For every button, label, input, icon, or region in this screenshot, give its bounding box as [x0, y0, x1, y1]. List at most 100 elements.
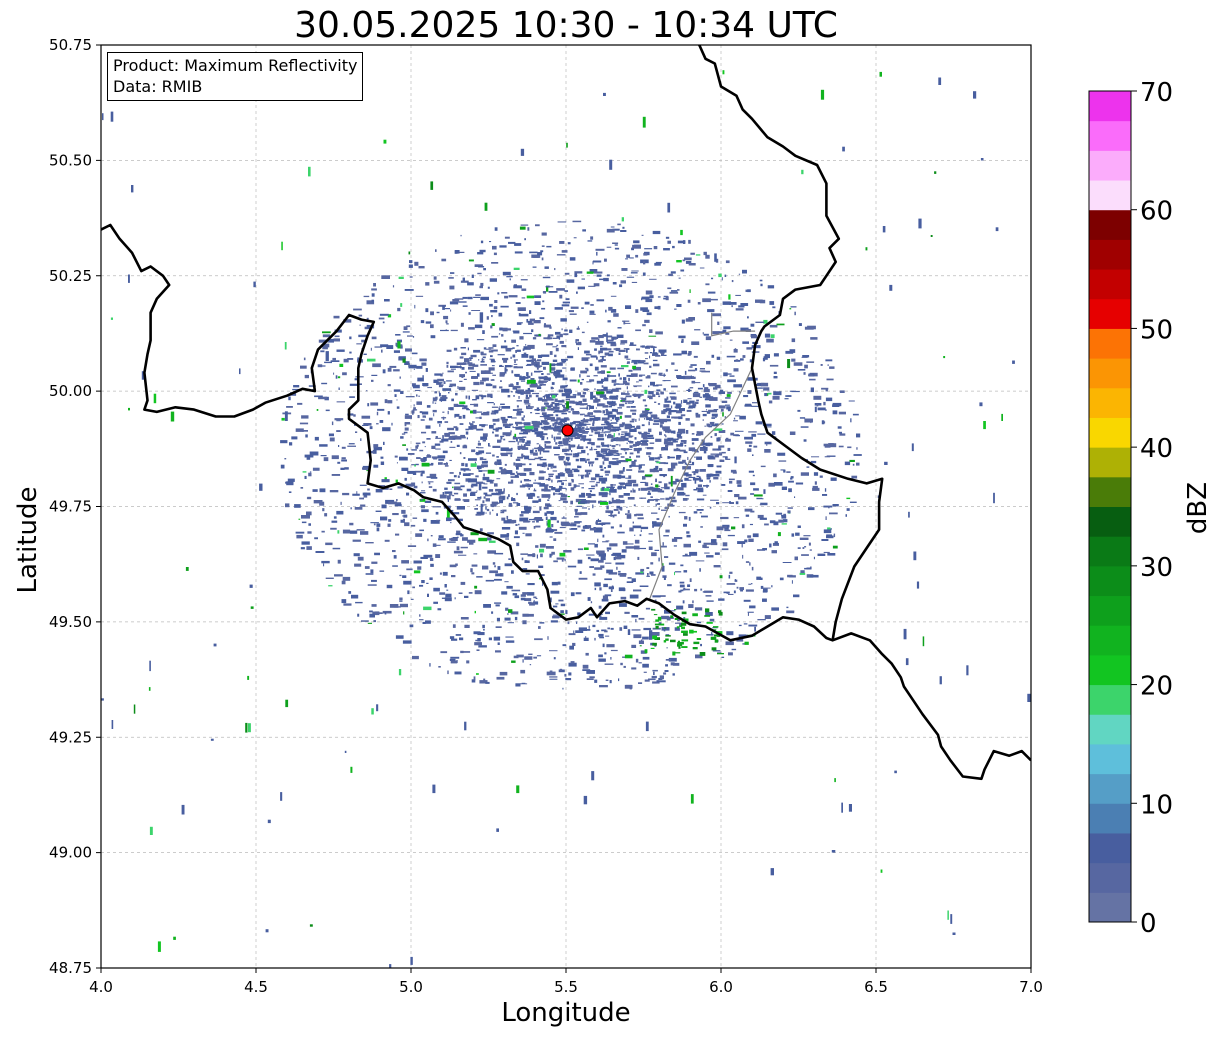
region-border — [649, 367, 753, 600]
echo-cell — [314, 436, 319, 441]
echo-cell — [488, 443, 490, 447]
echo-cell — [658, 418, 668, 423]
echo-cell — [709, 421, 715, 425]
echo-cell — [707, 455, 710, 460]
echo-cell — [714, 433, 717, 437]
echo-cell — [438, 384, 443, 388]
echo-cell — [505, 348, 512, 352]
echo-cell — [664, 507, 669, 509]
echo-cell — [599, 278, 608, 281]
echo-cell — [591, 430, 594, 433]
echo-cell — [713, 565, 721, 568]
echo-cell — [665, 419, 671, 422]
colorbar-segment — [1089, 832, 1131, 864]
echo-cell — [713, 387, 718, 390]
echo-cell — [689, 578, 692, 582]
echo-cell — [671, 385, 678, 388]
echo-cell — [763, 356, 768, 360]
echo-cell — [606, 390, 613, 394]
echo-cell — [803, 535, 811, 537]
echo-cell — [516, 322, 523, 324]
echo-cell — [544, 403, 549, 405]
echo-cell — [573, 469, 580, 473]
echo-cell — [677, 491, 685, 496]
echo-cell — [529, 664, 532, 666]
echo-cell — [753, 494, 763, 497]
echo-cell — [734, 348, 737, 351]
echo-cell — [427, 386, 432, 389]
echo-cell — [553, 465, 557, 469]
echo-cell — [665, 408, 672, 411]
x-axis-ticks: 4.0 4.5 5.0 5.5 6.0 6.5 7.0 — [89, 968, 1043, 996]
echo-cell — [569, 379, 577, 382]
echo-cell — [621, 217, 624, 222]
echo-cell — [376, 527, 380, 532]
echo-cell — [617, 407, 622, 409]
echo-cell — [514, 530, 518, 535]
echo-cell — [764, 441, 772, 445]
echo-cell — [427, 593, 429, 597]
echo-cell — [440, 379, 442, 381]
echo-cell — [402, 358, 406, 363]
echo-cell — [749, 605, 756, 609]
echo-cell — [398, 356, 406, 360]
echo-cell — [329, 490, 339, 493]
echo-cell — [663, 672, 667, 675]
echo-cell — [510, 476, 519, 478]
echo-cell — [576, 621, 578, 624]
echo-cell — [528, 322, 534, 325]
echo-cell — [373, 620, 376, 623]
echo-cell — [718, 611, 723, 616]
echo-cell — [617, 511, 620, 514]
echo-cell — [704, 615, 711, 617]
echo-cell — [400, 391, 404, 394]
echo-cell — [522, 592, 529, 595]
echo-cell — [649, 329, 653, 333]
echo-cell — [424, 446, 426, 448]
echo-cell — [555, 488, 560, 493]
echo-cell — [498, 462, 501, 465]
echo-cell — [426, 463, 434, 466]
echo-cell — [641, 234, 644, 236]
echo-cell — [708, 382, 710, 386]
echo-cell — [725, 641, 734, 646]
echo-cell — [718, 405, 726, 409]
echo-cell — [280, 440, 288, 444]
echo-cell — [590, 236, 594, 240]
echo-cell — [352, 539, 361, 542]
echo-cell — [407, 545, 417, 547]
echo-cell — [485, 498, 490, 502]
echo-cell — [606, 644, 615, 648]
echo-cell — [557, 221, 567, 223]
echo-cell — [386, 584, 393, 589]
echo-cell — [299, 422, 309, 425]
echo-cell — [572, 220, 582, 223]
echo-cell — [827, 527, 831, 531]
echo-cell — [521, 354, 529, 358]
echo-cell — [722, 70, 725, 75]
echo-cell — [544, 484, 549, 487]
echo-cell — [678, 428, 686, 433]
echo-cell — [649, 352, 653, 354]
echo-cell — [456, 530, 461, 534]
echo-cell — [747, 390, 752, 394]
echo-cell — [411, 410, 415, 414]
echo-cell — [692, 600, 694, 604]
echo-cell — [442, 372, 444, 375]
echo-cell — [525, 364, 528, 366]
echo-cell — [555, 404, 558, 409]
echo-cell — [483, 268, 486, 271]
echo-cell — [551, 434, 553, 439]
echo-cell — [567, 496, 570, 498]
echo-cell — [562, 500, 568, 503]
echo-cell — [704, 546, 709, 549]
echo-cell — [694, 480, 697, 484]
echo-cell — [651, 675, 657, 679]
echo-cell — [523, 484, 531, 487]
echo-cell — [439, 592, 446, 595]
echo-cell — [619, 403, 625, 407]
echo-cell — [457, 404, 465, 407]
echo-cell — [511, 570, 514, 574]
echo-cell — [322, 331, 331, 334]
echo-cell — [625, 402, 627, 405]
